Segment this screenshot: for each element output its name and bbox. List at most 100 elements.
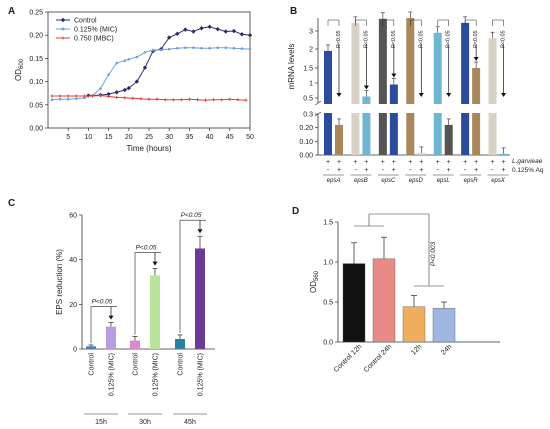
panel-a-growth-curve: 0.00 0.05 0.10 0.15 0.20 0.25 5 10 15 20 25 30 35 40 4…	[14, 10, 254, 154]
legend-marker-0	[60, 17, 66, 23]
bar-break-gap	[361, 104, 372, 113]
x-tick-label: 20	[125, 134, 133, 141]
x-tick-label: 10	[85, 134, 93, 141]
row-symbol: +	[419, 167, 423, 174]
y-tick-label: 0.20	[299, 125, 313, 132]
bar-3	[432, 308, 456, 343]
data-point	[74, 94, 78, 98]
data-point	[183, 27, 188, 32]
x-tick-label: 40	[206, 134, 214, 141]
y-tick-label: 2	[309, 47, 313, 54]
down-arrow-head	[152, 261, 158, 266]
down-arrow-head	[418, 93, 424, 97]
p-value-label: P<0.05	[473, 30, 479, 48]
data-point	[216, 46, 219, 50]
bar-2	[402, 306, 426, 343]
data-point	[122, 87, 127, 93]
y-tick-label: 0.00	[29, 126, 43, 133]
data-point	[115, 61, 118, 65]
data-point	[147, 97, 151, 101]
y-tick-label: 0	[73, 347, 77, 354]
y-tick-label: 40	[69, 257, 77, 264]
x-tick-label: 50	[246, 134, 254, 141]
data-point	[58, 97, 62, 101]
bar-epsL-treated	[444, 124, 453, 155]
x-tick-label: 45	[226, 134, 234, 141]
y-axis-title-text: OD	[309, 281, 318, 293]
y-tick-label: 0.25	[29, 10, 43, 17]
bar-break-gap	[487, 104, 498, 113]
legend-label-2: 0.750 (MBC)	[74, 36, 114, 43]
bar-30h-mic	[150, 275, 160, 349]
p-value-label: P<0.05	[391, 30, 397, 48]
bar-epsA-treated	[335, 124, 343, 155]
data-point	[126, 85, 131, 91]
data-point	[66, 94, 70, 98]
p-value-label: P<0.003	[430, 241, 437, 266]
x-tick-label: Control 12h	[333, 343, 364, 374]
row-label-treatment: 0.125% Aq	[512, 167, 544, 174]
bar-break-gap	[471, 104, 482, 113]
data-point	[240, 47, 244, 50]
bar-15h-mic	[106, 326, 116, 349]
p-value-label: P<0.05	[446, 30, 452, 48]
p-value-label: P<0.05	[418, 30, 424, 48]
gene-label: epsA	[327, 178, 341, 184]
panel-label-a: A	[8, 6, 15, 17]
bar-epsB-control	[351, 22, 360, 155]
down-arrow-head	[363, 85, 369, 90]
data-point	[239, 32, 245, 37]
row-symbol: +	[337, 159, 341, 166]
data-point	[175, 46, 179, 50]
y-tick-label: 0.05	[29, 102, 43, 109]
data-point	[187, 97, 191, 101]
bar-15h-control	[86, 346, 96, 349]
x-tick-label: Control	[133, 353, 140, 376]
data-point	[200, 46, 203, 50]
data-point	[212, 98, 216, 102]
significance-bracket	[382, 19, 395, 26]
data-point	[167, 35, 172, 40]
data-point	[134, 79, 140, 84]
significance-bracket	[355, 19, 367, 26]
bar-break-gap	[377, 104, 388, 113]
data-point	[195, 98, 200, 102]
y-tick-label: 0.00	[299, 153, 313, 160]
panel-label-b: B	[290, 6, 297, 17]
row-symbol: +	[491, 159, 495, 166]
panel-d-od560: 0.0 0.5 1.0 1.5 OD560 Control 12h Control 24h 1…	[309, 213, 500, 374]
row-symbol: +	[364, 159, 368, 166]
down-arrow-head	[473, 57, 479, 61]
p-value-label: P<0.05	[336, 30, 342, 48]
data-point	[224, 46, 228, 50]
y-axis-title: OD560	[309, 270, 320, 293]
row-symbol: +	[408, 159, 412, 166]
x-tick-label: 15	[105, 134, 113, 141]
bar-epsR-control	[461, 22, 470, 155]
bar-30h-control	[130, 340, 140, 349]
gene-label: epsL	[437, 178, 450, 184]
bar-epsX-treated	[499, 153, 508, 155]
legend-label-1: 0.125% (MIC)	[74, 27, 117, 34]
x-tick-label: 5	[66, 134, 70, 141]
x-tick-label: Control	[178, 353, 185, 376]
row-symbol: +	[463, 159, 467, 166]
p-value-label: P<0.05	[501, 30, 507, 48]
y-axis-title: OD600	[14, 58, 25, 81]
data-point	[114, 90, 119, 95]
y-tick-label: 0.3	[303, 112, 313, 119]
data-point	[123, 59, 127, 63]
data-point	[66, 97, 70, 101]
x-tick-label: 35	[186, 134, 194, 141]
group-label: 15h	[95, 419, 107, 426]
gene-label: epsD	[409, 178, 424, 184]
gene-label: epsB	[354, 178, 368, 184]
series-line-1	[51, 47, 251, 101]
y-tick-label: 0.0	[323, 340, 333, 347]
y-tick-label: 3	[309, 29, 313, 36]
down-arrow-head	[108, 315, 114, 320]
data-point	[106, 91, 111, 97]
data-point	[99, 87, 102, 90]
data-point	[244, 98, 248, 102]
data-point	[163, 98, 167, 102]
